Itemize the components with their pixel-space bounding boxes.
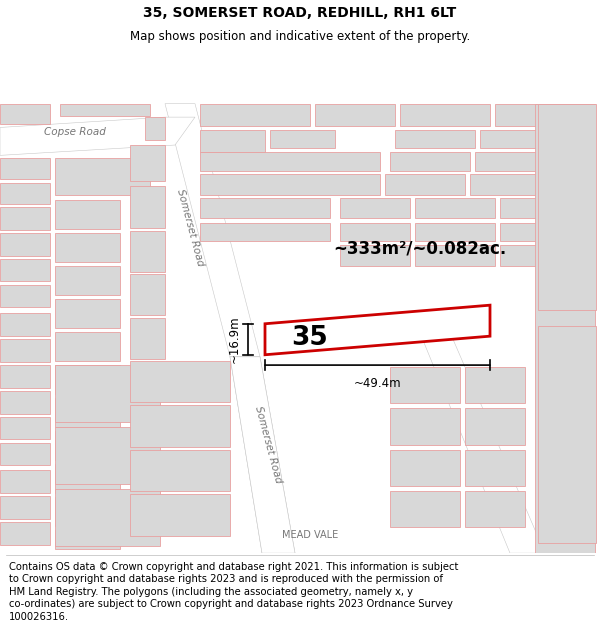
Polygon shape bbox=[200, 198, 330, 218]
Polygon shape bbox=[0, 117, 195, 156]
Polygon shape bbox=[0, 183, 50, 204]
Polygon shape bbox=[55, 464, 120, 493]
Polygon shape bbox=[200, 129, 265, 152]
Polygon shape bbox=[340, 222, 410, 241]
Polygon shape bbox=[130, 145, 165, 181]
Polygon shape bbox=[130, 274, 165, 316]
Polygon shape bbox=[0, 471, 50, 493]
Text: HM Land Registry. The polygons (including the associated geometry, namely x, y: HM Land Registry. The polygons (includin… bbox=[9, 587, 413, 597]
Polygon shape bbox=[395, 129, 475, 148]
Polygon shape bbox=[538, 326, 596, 542]
Polygon shape bbox=[465, 409, 525, 444]
Polygon shape bbox=[55, 233, 120, 262]
Polygon shape bbox=[465, 491, 525, 528]
Polygon shape bbox=[55, 531, 120, 549]
Polygon shape bbox=[55, 266, 120, 295]
Polygon shape bbox=[535, 104, 595, 610]
Polygon shape bbox=[55, 365, 120, 394]
Text: co-ordinates) are subject to Crown copyright and database rights 2023 Ordnance S: co-ordinates) are subject to Crown copyr… bbox=[9, 599, 453, 609]
Polygon shape bbox=[465, 450, 525, 486]
Polygon shape bbox=[130, 450, 230, 491]
Text: 35, SOMERSET ROAD, REDHILL, RH1 6LT: 35, SOMERSET ROAD, REDHILL, RH1 6LT bbox=[143, 6, 457, 20]
Polygon shape bbox=[500, 198, 595, 218]
Polygon shape bbox=[130, 406, 230, 447]
Polygon shape bbox=[0, 496, 50, 519]
Polygon shape bbox=[315, 104, 395, 126]
Polygon shape bbox=[230, 357, 295, 553]
Polygon shape bbox=[0, 284, 50, 308]
Polygon shape bbox=[500, 222, 595, 241]
Polygon shape bbox=[415, 222, 495, 241]
Polygon shape bbox=[0, 339, 50, 362]
Text: Somerset Road: Somerset Road bbox=[175, 188, 205, 268]
Polygon shape bbox=[130, 361, 230, 403]
Polygon shape bbox=[0, 522, 50, 545]
Polygon shape bbox=[55, 332, 120, 361]
Polygon shape bbox=[390, 409, 460, 444]
Polygon shape bbox=[130, 186, 165, 228]
Text: 100026316.: 100026316. bbox=[9, 612, 69, 622]
Polygon shape bbox=[390, 367, 460, 403]
Polygon shape bbox=[55, 299, 120, 328]
Polygon shape bbox=[0, 259, 50, 281]
Polygon shape bbox=[340, 198, 410, 218]
Polygon shape bbox=[55, 489, 160, 546]
Text: MEAD VALE: MEAD VALE bbox=[282, 529, 338, 539]
Polygon shape bbox=[60, 104, 150, 116]
Polygon shape bbox=[0, 313, 50, 336]
Polygon shape bbox=[390, 491, 460, 528]
Polygon shape bbox=[538, 104, 596, 311]
Polygon shape bbox=[415, 245, 495, 266]
Polygon shape bbox=[0, 391, 50, 414]
Polygon shape bbox=[0, 104, 50, 124]
Polygon shape bbox=[55, 498, 120, 526]
Text: Contains OS data © Crown copyright and database right 2021. This information is : Contains OS data © Crown copyright and d… bbox=[9, 562, 458, 572]
Polygon shape bbox=[480, 129, 595, 148]
Polygon shape bbox=[0, 207, 50, 230]
Polygon shape bbox=[270, 129, 335, 148]
Polygon shape bbox=[200, 222, 330, 241]
Polygon shape bbox=[415, 198, 495, 218]
Polygon shape bbox=[0, 233, 50, 256]
Polygon shape bbox=[200, 152, 380, 171]
Polygon shape bbox=[475, 152, 595, 171]
Polygon shape bbox=[200, 104, 310, 126]
Text: Copse Road: Copse Road bbox=[44, 127, 106, 137]
Polygon shape bbox=[0, 417, 50, 439]
Polygon shape bbox=[0, 159, 50, 179]
Polygon shape bbox=[130, 231, 165, 272]
Polygon shape bbox=[0, 365, 50, 388]
Text: Map shows position and indicative extent of the property.: Map shows position and indicative extent… bbox=[130, 30, 470, 43]
Polygon shape bbox=[130, 494, 230, 536]
Text: 35: 35 bbox=[292, 325, 328, 351]
Polygon shape bbox=[400, 104, 490, 126]
Polygon shape bbox=[55, 427, 160, 484]
Text: ~333m²/~0.082ac.: ~333m²/~0.082ac. bbox=[334, 239, 506, 258]
Polygon shape bbox=[55, 398, 120, 427]
Polygon shape bbox=[55, 431, 120, 460]
Text: ~16.9m: ~16.9m bbox=[228, 316, 241, 363]
Text: Somerset Road: Somerset Road bbox=[253, 405, 283, 484]
Polygon shape bbox=[390, 450, 460, 486]
Polygon shape bbox=[145, 117, 165, 140]
Polygon shape bbox=[385, 174, 465, 194]
Polygon shape bbox=[0, 442, 50, 465]
Polygon shape bbox=[130, 318, 165, 359]
Polygon shape bbox=[230, 357, 295, 553]
Polygon shape bbox=[465, 367, 525, 403]
Polygon shape bbox=[265, 305, 490, 355]
Polygon shape bbox=[165, 104, 260, 357]
Polygon shape bbox=[390, 152, 470, 171]
Polygon shape bbox=[500, 245, 595, 266]
Text: ~49.4m: ~49.4m bbox=[353, 378, 401, 391]
Polygon shape bbox=[55, 200, 120, 229]
Polygon shape bbox=[55, 159, 150, 194]
Polygon shape bbox=[415, 321, 545, 553]
Polygon shape bbox=[200, 174, 380, 194]
Polygon shape bbox=[495, 104, 595, 126]
Polygon shape bbox=[470, 174, 595, 194]
Text: to Crown copyright and database rights 2023 and is reproduced with the permissio: to Crown copyright and database rights 2… bbox=[9, 574, 443, 584]
Polygon shape bbox=[55, 365, 160, 422]
Polygon shape bbox=[340, 245, 410, 266]
